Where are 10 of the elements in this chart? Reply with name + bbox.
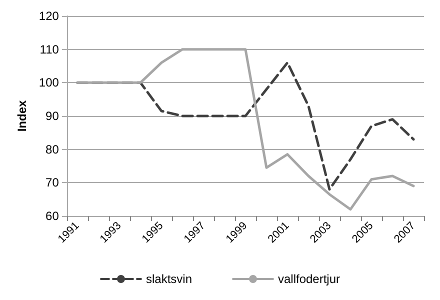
- y-tick-label: 110: [40, 42, 60, 56]
- y-tick-label: 100: [38, 76, 60, 90]
- y-tick-label: 90: [46, 109, 60, 123]
- y-tick-label: 70: [46, 176, 60, 190]
- legend-label: vallfodertjur: [278, 272, 340, 286]
- y-tick-label: 120: [38, 9, 60, 23]
- y-tick-label: 80: [46, 142, 60, 156]
- y-tick-label: 60: [46, 209, 60, 223]
- legend-label: slaktsvin: [146, 272, 192, 286]
- y-axis-title: Index: [15, 100, 29, 132]
